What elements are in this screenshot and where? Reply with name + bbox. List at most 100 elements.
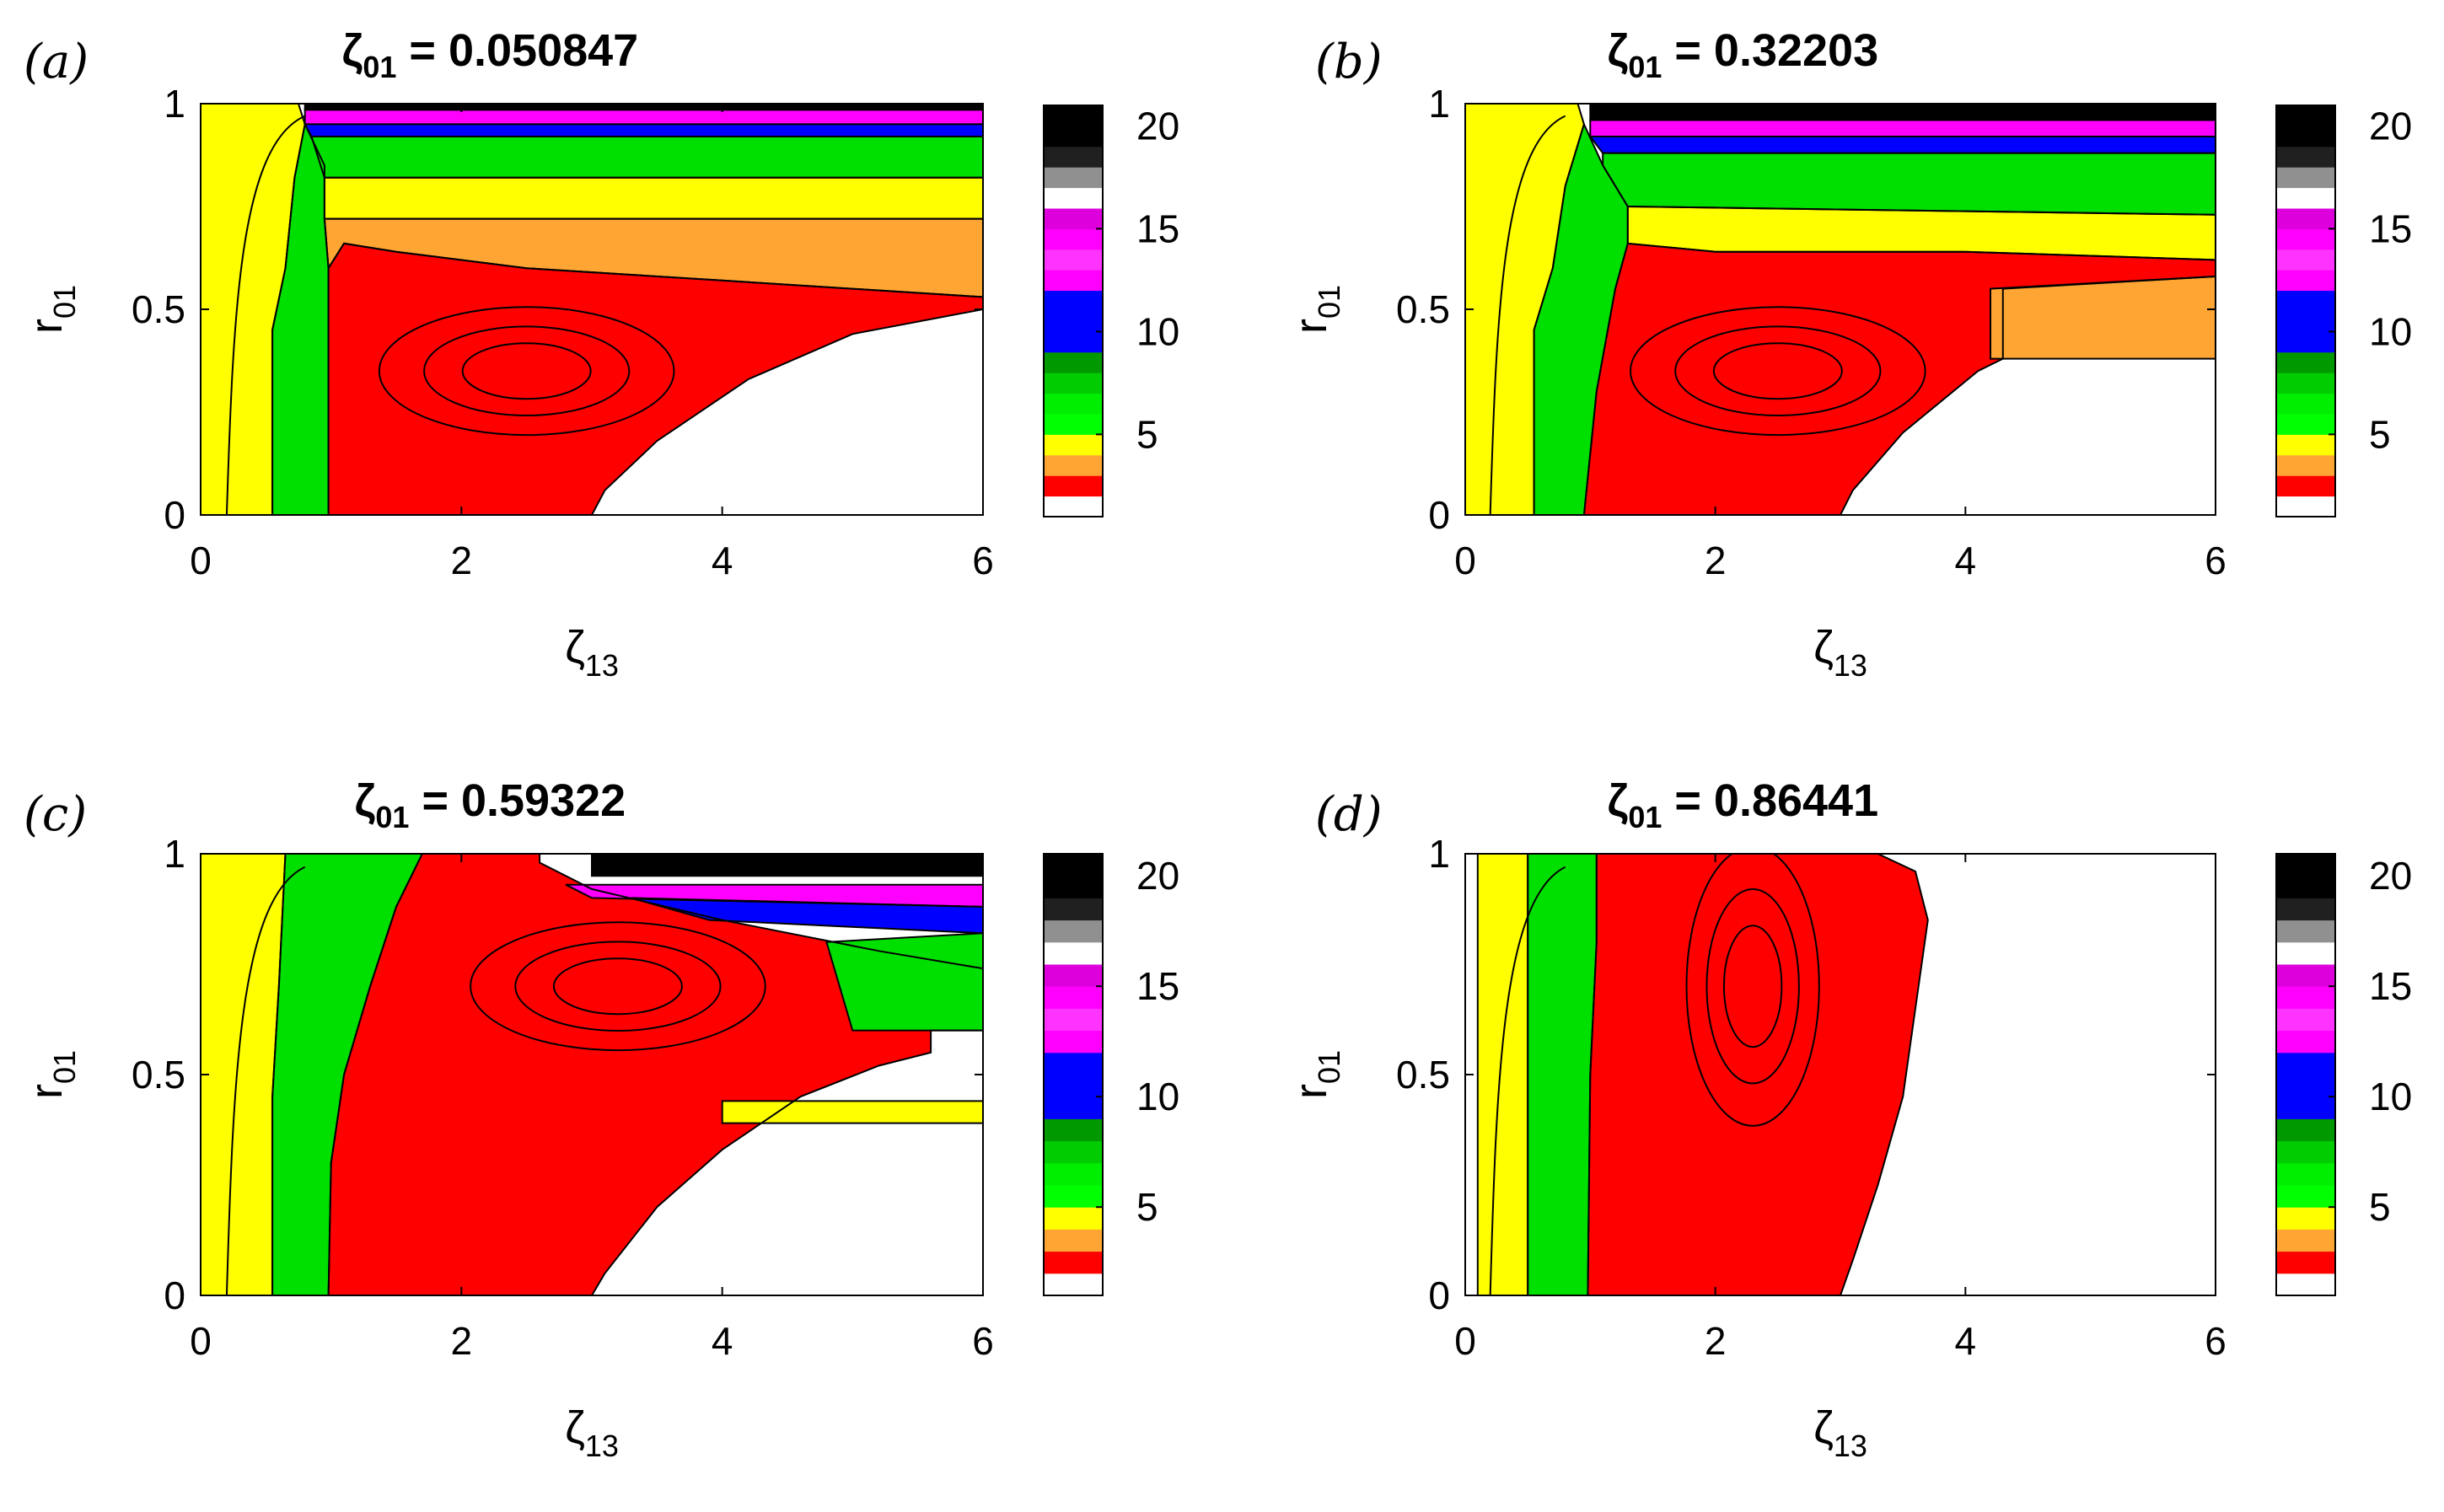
y-tick-label: 0.5 — [132, 1053, 185, 1096]
contour-loop-1 — [1674, 325, 1882, 417]
colorbar-segment — [1044, 105, 1103, 126]
x-tick-label: 2 — [451, 539, 473, 582]
plot-area — [201, 104, 983, 515]
colorbar: 5 10 15 20 — [2275, 104, 2412, 517]
colorbar-segment — [1044, 1273, 1103, 1296]
contour-loop-1 — [1705, 888, 1800, 1085]
x-tick-label: 0 — [190, 539, 212, 582]
colorbar-segment — [2276, 1251, 2335, 1274]
contour-band-2 — [328, 854, 983, 1295]
colorbar-segment — [1044, 414, 1103, 435]
colorbar-segment — [2276, 1207, 2335, 1230]
title-subscript: 01 — [1628, 50, 1662, 84]
x-axis-subscript: 13 — [585, 648, 619, 683]
contour-line-left — [225, 866, 306, 1295]
colorbar-segment — [1044, 1229, 1103, 1252]
colorbar-segment — [1044, 270, 1103, 292]
x-tick-label: 2 — [1705, 539, 1727, 582]
colorbar-segment — [1044, 986, 1103, 1009]
contour-line-left — [1489, 866, 1566, 1295]
colorbar-tick-label: 10 — [1136, 1075, 1179, 1118]
colorbar-segment — [2276, 351, 2335, 373]
colorbar-segment — [2276, 454, 2335, 476]
contour-band-5 — [1603, 153, 2216, 215]
colorbar-segment — [2276, 434, 2335, 456]
colorbar-segment — [1044, 373, 1103, 394]
contour-band-6 — [1590, 137, 2216, 153]
contour-loop-1 — [423, 325, 631, 417]
contour-line-0 — [1476, 854, 1529, 1295]
colorbar-segment — [2276, 167, 2335, 189]
y-axis-label: r01 — [1286, 285, 1346, 334]
x-axis-subscript: 13 — [585, 1429, 619, 1463]
y-tick-label: 1 — [1428, 832, 1450, 876]
colorbar-tick-label: 20 — [1136, 104, 1179, 147]
contour-line-2 — [1587, 854, 1929, 1295]
contour-band-4 — [1627, 206, 2216, 260]
panel-letter: (b) — [1315, 35, 1383, 89]
contour-band-5 — [311, 137, 983, 178]
contour-band-6 — [566, 884, 983, 907]
y-tick-label: 0 — [164, 1273, 185, 1317]
colorbar-segment — [2276, 1008, 2335, 1032]
contour-line-6 — [565, 883, 983, 908]
colorbar-segment — [2276, 1030, 2335, 1054]
x-tick-label: 4 — [712, 1319, 733, 1363]
colorbar-segment — [2276, 1162, 2335, 1186]
x-tick-label: 6 — [2205, 1319, 2226, 1363]
colorbar-tick-label: 20 — [2369, 854, 2412, 898]
contour-band-1 — [272, 124, 329, 515]
colorbar-segment — [2276, 1140, 2335, 1164]
y-axis-label: r01 — [21, 1050, 82, 1099]
contour-band-8 — [1590, 104, 2216, 121]
colorbar-segment — [1044, 1008, 1103, 1032]
y-tick-label: 1 — [164, 832, 185, 876]
contour-loop-2 — [1685, 854, 1820, 1127]
colorbar-segment — [2276, 249, 2335, 271]
colorbar-segment — [1044, 393, 1103, 415]
colorbar-segment — [2276, 496, 2335, 517]
colorbar-tick-label: 15 — [1136, 206, 1179, 250]
contour-line-7 — [303, 109, 983, 126]
colorbar-segment — [1044, 249, 1103, 271]
x-axis-label: ζ13 — [1813, 1402, 1867, 1463]
contour-band-8 — [304, 104, 983, 110]
colorbar-segment — [2276, 1229, 2335, 1252]
plot-area — [1465, 104, 2216, 515]
contour-line-left — [225, 115, 306, 515]
contour-band-5 — [631, 898, 983, 934]
title-subscript: 01 — [1628, 800, 1662, 834]
contour-loop-2 — [378, 306, 675, 437]
contour-band-2 — [328, 243, 983, 515]
contour-loop-2 — [470, 921, 766, 1052]
colorbar-segment — [2276, 920, 2335, 943]
colorbar: 5 10 15 20 — [2275, 853, 2412, 1296]
title-subscript: 01 — [363, 50, 396, 84]
colorbar-segment — [2276, 876, 2335, 898]
colorbar-segment — [1044, 941, 1103, 965]
colorbar-segment — [2276, 126, 2335, 147]
title-subscript: 01 — [375, 800, 409, 834]
x-axis-symbol: ζ — [565, 1402, 585, 1453]
colorbar-segment — [1044, 1030, 1103, 1054]
colorbar-segment — [1044, 898, 1103, 921]
panel-title: ζ01 = 0.050847 — [342, 25, 639, 84]
contour-band-4 — [324, 177, 983, 219]
y-axis-symbol: r — [21, 319, 72, 334]
colorbar-frame — [1043, 105, 1104, 517]
colorbar-segment — [2276, 475, 2335, 497]
contour-band-7 — [304, 110, 983, 125]
contour-loop-2 — [1630, 306, 1926, 437]
x-tick-label: 6 — [972, 1319, 994, 1363]
panel-letter: (a) — [24, 35, 89, 89]
contour-band-0 — [201, 854, 286, 1295]
y-axis-subscript: 01 — [47, 285, 82, 319]
y-tick-label: 0 — [1428, 1273, 1450, 1317]
y-axis-subscript: 01 — [47, 1050, 82, 1084]
x-tick-label: 0 — [1454, 1319, 1476, 1363]
colorbar-segment — [1044, 454, 1103, 476]
colorbar-tick-label: 10 — [2369, 309, 2412, 353]
colorbar-frame — [2275, 105, 2336, 517]
x-tick-label: 0 — [190, 1319, 212, 1363]
